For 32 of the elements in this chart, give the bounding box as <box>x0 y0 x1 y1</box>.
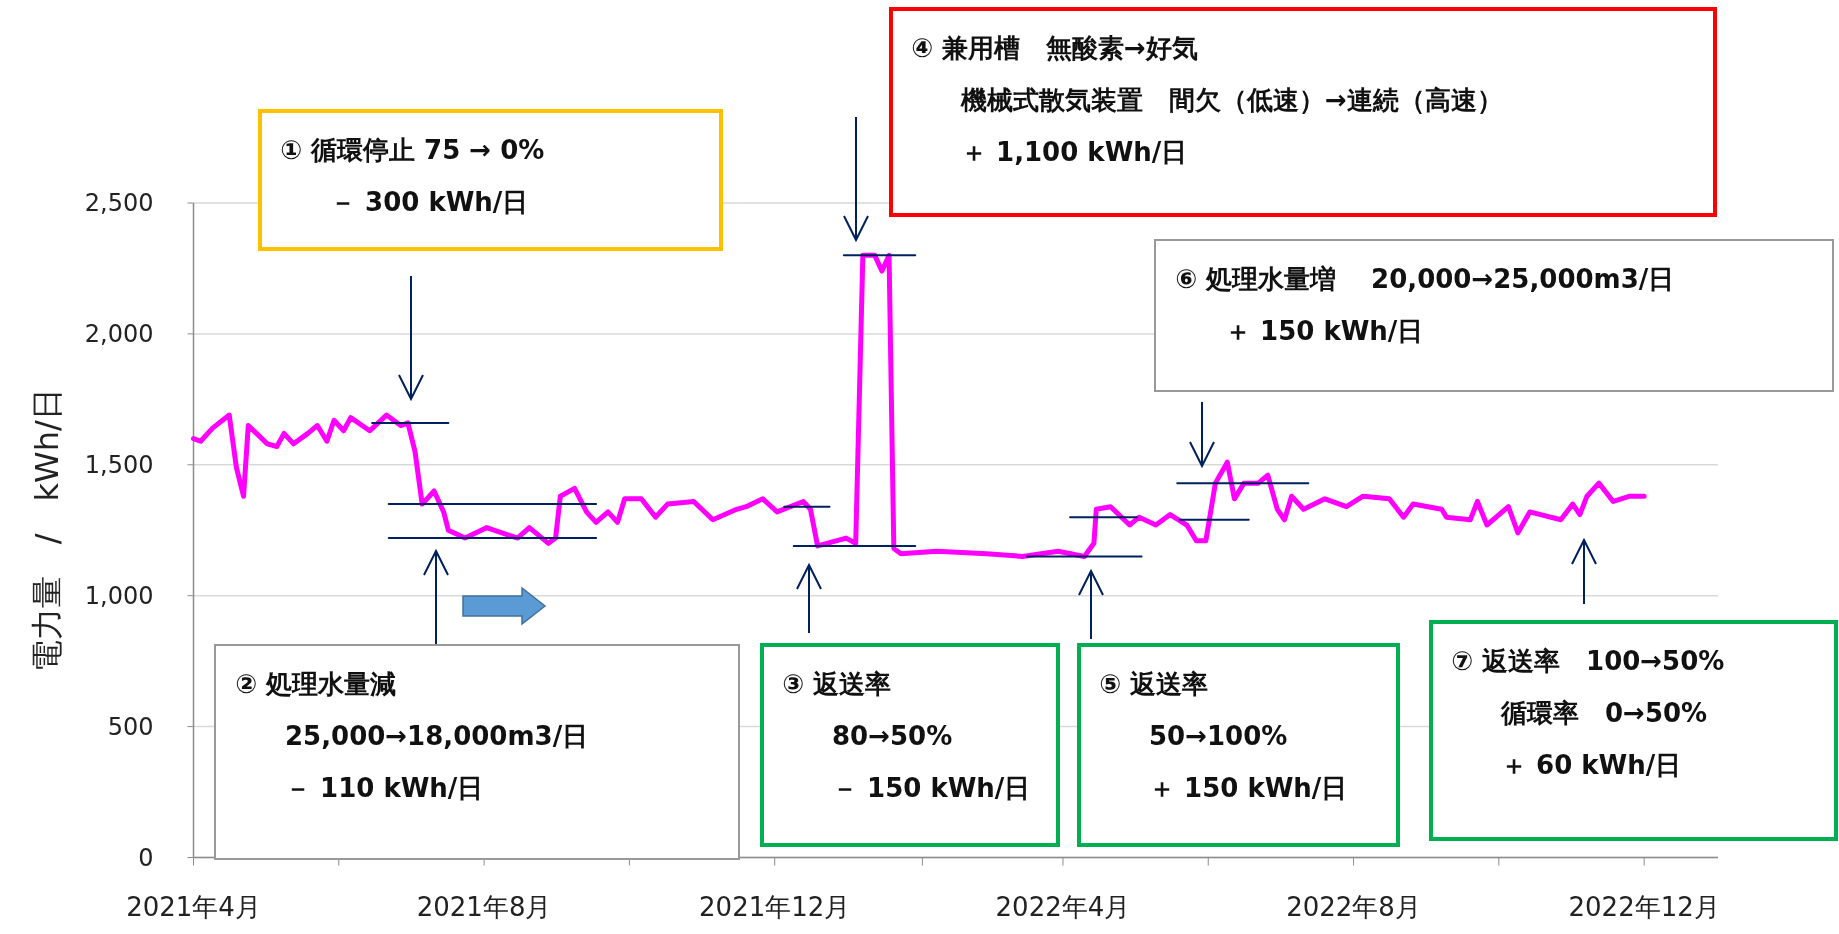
annotation: ＋ 60 kWh/日 <box>1501 750 1682 780</box>
x-tick-label: 2022年4月 <box>995 891 1131 922</box>
y-tick-label: 1,000 <box>84 582 154 611</box>
y-tick-label: 500 <box>107 713 154 741</box>
annotation: ⑥ 処理水量増 20,000→25,000m3/日 <box>1175 264 1675 294</box>
text: 機械式散気装置 間欠（低速）→連続（高速） <box>960 85 1503 115</box>
annotation: ③ 返送率 <box>782 669 892 699</box>
annotation: － 300 kWh/日 <box>330 187 529 217</box>
annotation: ＋ 150 kWh/日 <box>1225 316 1424 346</box>
x-tick-label: 2022年8月 <box>1286 891 1421 922</box>
annotation: 50→100% <box>1149 721 1288 751</box>
x-tick-label: 2021年4月 <box>126 891 261 922</box>
y-tick-label: 2,500 <box>84 189 154 218</box>
y-tick-label: 2,000 <box>84 320 154 349</box>
text: ① 循環停止 75 → 0% <box>280 135 545 165</box>
annotation: － 150 kWh/日 <box>832 773 1031 803</box>
x-tick-label: 2021年12月 <box>699 891 851 922</box>
annotation: 25,000→18,000m3/日 <box>285 721 589 751</box>
x-tick-label: 2022年12月 <box>1568 891 1720 922</box>
annotation: 循環率 0→50% <box>1500 698 1708 728</box>
annotation: ⑦ 返送率 100→50% <box>1451 646 1725 676</box>
y-axis-title: 電力量 / kWh/日 <box>28 388 66 673</box>
annotation: ② 処理水量減 <box>235 669 397 699</box>
y-tick-label: 1,500 <box>84 451 154 480</box>
text: ④ 兼用槽 無酸素→好気 <box>911 33 1198 63</box>
annotation: 80→50% <box>832 721 953 751</box>
text: ＋ 1,100 kWh/日 <box>961 137 1188 167</box>
annotation: ⑤ 返送率 <box>1099 669 1209 699</box>
x-tick-label: 2021年8月 <box>416 891 552 922</box>
annotation: － 110 kWh/日 <box>285 773 484 803</box>
y-tick-label: 0 <box>138 843 154 872</box>
annotation: ＋ 150 kWh/日 <box>1149 773 1348 803</box>
